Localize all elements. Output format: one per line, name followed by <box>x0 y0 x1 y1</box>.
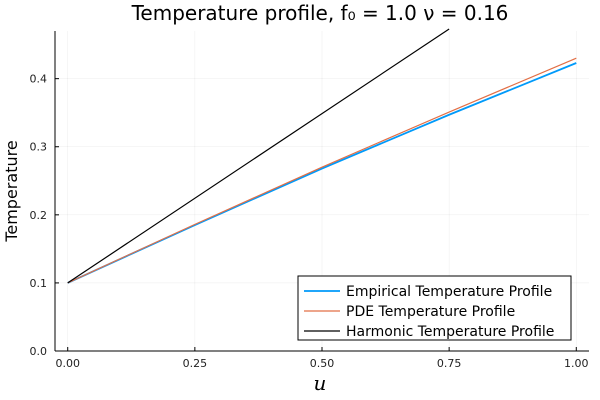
x-tick-label: 0.75 <box>437 357 462 370</box>
legend-items: Empirical Temperature Profile PDE Tempera… <box>304 284 554 340</box>
series-layer <box>67 28 577 284</box>
x-axis-label: u <box>314 371 327 395</box>
y-tick-label: 0.1 <box>30 277 48 290</box>
series-line-pde-temperature-profile <box>67 57 577 284</box>
y-axis-label: Temperature <box>2 140 21 242</box>
series-line-harmonic-temperature-profile <box>67 28 450 284</box>
ticks-layer: 0.00 0.25 0.50 0.75 1.00 0.0 0.1 0.2 0.3 0.4 <box>30 73 589 370</box>
x-tick-label: 0.25 <box>183 357 208 370</box>
legend-label: PDE Temperature Profile <box>346 304 515 320</box>
y-tick-label: 0.0 <box>30 345 48 358</box>
legend-label: Harmonic Temperature Profile <box>346 324 554 340</box>
legend: Empirical Temperature Profile PDE Tempera… <box>297 275 572 341</box>
chart-title: Temperature profile, f₀ = 1.0 ν = 0.16 <box>131 1 509 25</box>
legend-box <box>297 275 572 341</box>
y-tick-label: 0.4 <box>30 73 48 86</box>
x-tick-label: 1.00 <box>564 357 589 370</box>
x-tick-label: 0.00 <box>55 357 80 370</box>
x-tick-label: 0.50 <box>310 357 335 370</box>
y-tick-label: 0.2 <box>30 209 48 222</box>
y-tick-label: 0.3 <box>30 141 48 154</box>
legend-label: Empirical Temperature Profile <box>346 284 552 300</box>
